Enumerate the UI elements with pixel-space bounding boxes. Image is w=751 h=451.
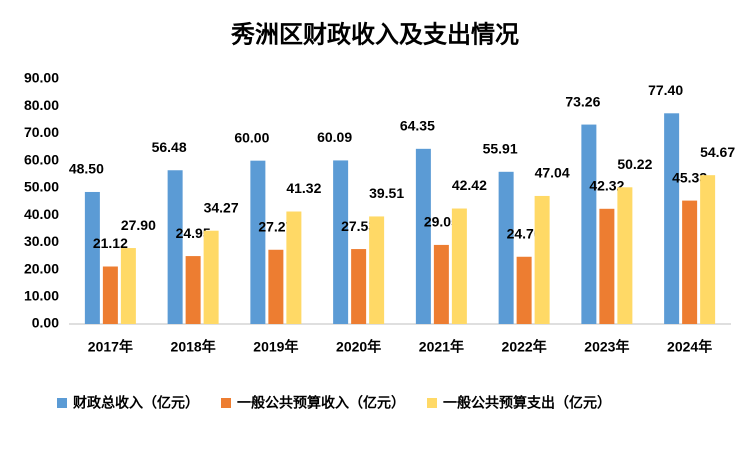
- legend-label: 财政总收入（亿元）: [72, 395, 199, 411]
- value-label: 56.48: [152, 139, 187, 155]
- value-label: 27.27: [258, 218, 293, 234]
- value-label: 29.05: [424, 214, 459, 230]
- legend-label: 一般公共预算支出（亿元）: [443, 395, 611, 411]
- value-label: 27.53: [341, 218, 376, 234]
- bar: [167, 170, 183, 324]
- value-label: 24.95: [176, 225, 211, 241]
- bar: [268, 249, 284, 324]
- y-tick-label: 20.00: [24, 260, 59, 276]
- x-tick-label: 2024年: [667, 339, 712, 355]
- bar: [664, 113, 680, 324]
- bar: [700, 175, 716, 324]
- bar: [617, 187, 633, 324]
- y-tick-label: 80.00: [24, 97, 59, 113]
- value-label: 45.33: [672, 169, 707, 185]
- bar: [351, 249, 367, 324]
- chart-title: 秀洲区财政收入及支出情况: [230, 21, 519, 48]
- value-label: 41.32: [286, 180, 321, 196]
- value-label: 50.22: [617, 156, 652, 172]
- value-label: 42.42: [452, 177, 487, 193]
- bar: [516, 256, 532, 324]
- value-label: 42.32: [589, 177, 624, 193]
- bar: [250, 160, 266, 324]
- value-label: 54.67: [700, 144, 735, 160]
- bar: [369, 216, 385, 324]
- y-tick-label: 10.00: [24, 287, 59, 303]
- value-label: 24.70: [507, 225, 542, 241]
- bar: [415, 148, 431, 324]
- y-tick-label: 30.00: [24, 233, 59, 249]
- legend-swatch: [57, 398, 67, 408]
- bar: [203, 230, 219, 324]
- bar: [286, 211, 302, 324]
- bar: [84, 191, 100, 324]
- x-tick-label: 2019年: [253, 339, 298, 355]
- legend-label: 一般公共预算收入（亿元）: [237, 395, 405, 411]
- value-label: 48.50: [69, 161, 104, 177]
- bar: [534, 195, 550, 324]
- bar: [581, 124, 597, 324]
- y-tick-label: 90.00: [24, 70, 59, 86]
- bar: [498, 171, 514, 324]
- bar: [333, 160, 349, 324]
- value-label: 34.27: [204, 199, 239, 215]
- value-label: 77.40: [648, 82, 683, 98]
- x-tick-label: 2020年: [336, 339, 381, 355]
- legend-swatch: [427, 398, 437, 408]
- bar: [120, 248, 136, 324]
- bar: [185, 256, 201, 324]
- x-tick-label: 2021年: [419, 339, 464, 355]
- value-label: 47.04: [535, 165, 570, 181]
- value-label: 27.90: [121, 217, 156, 233]
- y-tick-label: 70.00: [24, 124, 59, 140]
- x-tick-label: 2022年: [502, 339, 547, 355]
- legend-swatch: [221, 398, 231, 408]
- bar: [433, 244, 449, 324]
- value-label: 73.26: [565, 93, 600, 109]
- bar: [682, 200, 698, 324]
- bar: [599, 208, 615, 324]
- value-label: 64.35: [400, 118, 435, 134]
- y-tick-label: 60.00: [24, 151, 59, 167]
- x-tick-label: 2023年: [584, 339, 629, 355]
- x-tick-label: 2018年: [171, 339, 216, 355]
- y-tick-label: 0.00: [32, 315, 59, 331]
- y-tick-label: 50.00: [24, 179, 59, 195]
- value-label: 39.51: [369, 185, 404, 201]
- value-label: 60.09: [317, 129, 352, 145]
- value-label: 21.12: [93, 235, 128, 251]
- bar: [102, 266, 118, 324]
- x-tick-label: 2017年: [88, 339, 133, 355]
- value-label: 60.00: [234, 129, 269, 145]
- bar: [451, 208, 467, 324]
- y-tick-label: 40.00: [24, 206, 59, 222]
- value-label: 55.91: [483, 141, 518, 157]
